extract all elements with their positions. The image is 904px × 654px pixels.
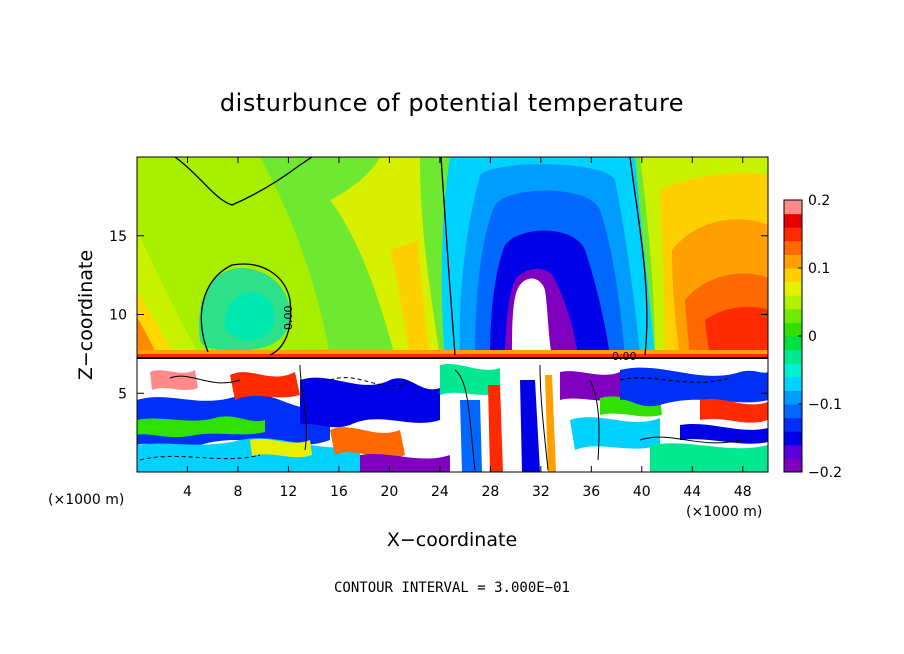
field-patch bbox=[705, 307, 768, 357]
y-tick-label: 5 bbox=[118, 386, 127, 402]
x-unit-left: (×1000 m) bbox=[48, 492, 124, 508]
x-tick-label: 28 bbox=[481, 484, 499, 500]
x-tick-label: 24 bbox=[431, 484, 449, 500]
x-tick-label: 32 bbox=[532, 484, 550, 500]
lower-field bbox=[137, 357, 768, 472]
y-axis: 5 10 15 bbox=[109, 229, 768, 402]
field-patch bbox=[224, 291, 275, 340]
y-tick-label: 10 bbox=[109, 308, 127, 324]
x-tick-label: 44 bbox=[683, 484, 701, 500]
field-patch bbox=[330, 427, 405, 458]
field-patch bbox=[390, 240, 430, 357]
field-patch bbox=[620, 367, 768, 407]
colorbar-swatch bbox=[784, 404, 802, 419]
colorbar-swatch bbox=[784, 363, 802, 378]
field-patch bbox=[137, 354, 768, 357]
colorbar-label: −0.2 bbox=[808, 465, 842, 481]
y-tick-label: 15 bbox=[109, 229, 127, 245]
chart-title: disturbunce of potential temperature bbox=[220, 89, 684, 117]
colorbar-swatch bbox=[784, 458, 802, 473]
field-patch bbox=[300, 377, 440, 428]
colorbar-swatch bbox=[784, 213, 802, 228]
x-tick-label: 48 bbox=[734, 484, 752, 500]
colorbar-swatch bbox=[784, 417, 802, 432]
plot-area: 0.00 0.00 bbox=[136, 156, 769, 473]
field-patch bbox=[520, 380, 540, 472]
contour-line bbox=[169, 364, 741, 471]
x-axis-title: X−coordinate bbox=[387, 529, 517, 551]
contour-interval-note: CONTOUR INTERVAL = 3.000E−01 bbox=[334, 580, 570, 596]
field-patch bbox=[137, 416, 265, 438]
colorbar: 0.2 0.1 0 −0.1 −0.2 bbox=[783, 193, 842, 481]
field-patch bbox=[560, 371, 620, 401]
x-tick-label: 20 bbox=[380, 484, 398, 500]
colorbar-swatch bbox=[784, 322, 802, 337]
field-patch bbox=[512, 278, 552, 357]
y-axis-title: Z−coordinate bbox=[75, 250, 97, 380]
field-patch bbox=[137, 350, 768, 357]
colorbar-swatch bbox=[784, 349, 802, 364]
field-patch bbox=[680, 423, 768, 444]
colorbar-swatch bbox=[784, 240, 802, 255]
contour-line bbox=[200, 263, 292, 356]
field-patch bbox=[230, 372, 300, 400]
contour-line bbox=[174, 157, 313, 206]
x-unit-right: (×1000 m) bbox=[686, 504, 762, 520]
x-tick-label: 16 bbox=[330, 484, 348, 500]
colorbar-swatch bbox=[784, 268, 802, 283]
field-patch bbox=[440, 363, 500, 395]
field-patch bbox=[545, 375, 556, 472]
x-tick-label: 12 bbox=[280, 484, 298, 500]
colorbar-swatch bbox=[784, 336, 802, 351]
field-patch bbox=[570, 417, 660, 450]
upper-field bbox=[137, 157, 768, 357]
colorbar-swatch bbox=[784, 227, 802, 242]
colorbar-label: 0 bbox=[808, 329, 817, 345]
x-tick-label: 40 bbox=[633, 484, 651, 500]
field-patch bbox=[650, 443, 768, 472]
contour-label: 0.00 bbox=[612, 350, 637, 363]
field-patch bbox=[700, 398, 768, 423]
colorbar-swatch bbox=[784, 281, 802, 296]
x-tick-label: 4 bbox=[183, 484, 192, 500]
field-patch bbox=[150, 370, 198, 390]
contour-label: 0.00 bbox=[282, 306, 295, 331]
field-patch bbox=[360, 453, 450, 472]
colorbar-swatch bbox=[784, 390, 802, 405]
x-tick-label: 36 bbox=[582, 484, 600, 500]
field-patch bbox=[460, 400, 482, 472]
field-patch bbox=[250, 438, 312, 458]
colorbar-swatch bbox=[784, 200, 802, 215]
field-patch bbox=[488, 385, 503, 472]
colorbar-label: −0.1 bbox=[808, 397, 842, 413]
colorbar-label: 0.2 bbox=[808, 193, 830, 209]
colorbar-swatch bbox=[784, 295, 802, 310]
colorbar-swatch bbox=[784, 431, 802, 446]
x-tick-label: 8 bbox=[233, 484, 242, 500]
contour-line bbox=[440, 157, 456, 356]
field-patch bbox=[137, 318, 158, 357]
colorbar-swatch bbox=[784, 444, 802, 459]
x-axis: 4 8 12 16 20 24 28 32 36 40 44 48 bbox=[183, 157, 752, 500]
colorbar-swatch bbox=[784, 308, 802, 323]
contour-line bbox=[629, 157, 648, 356]
colorbar-label: 0.1 bbox=[808, 261, 830, 277]
colorbar-swatch bbox=[784, 376, 802, 391]
contour-line bbox=[139, 377, 731, 461]
surface-line bbox=[137, 357, 768, 359]
colorbar-swatch bbox=[784, 254, 802, 269]
